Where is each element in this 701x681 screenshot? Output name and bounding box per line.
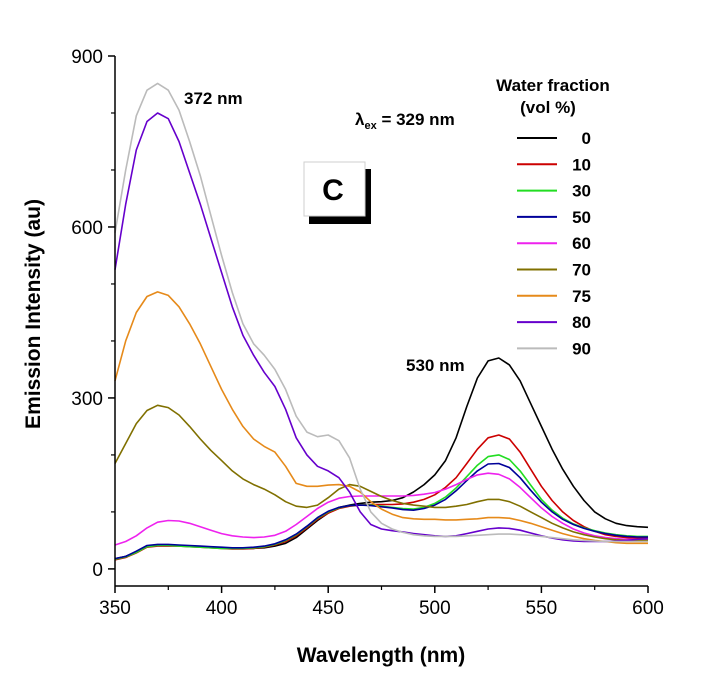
panel-label-box <box>303 161 366 217</box>
series-line-75 <box>114 291 648 545</box>
panel-label: C <box>303 161 371 224</box>
legend-title-line1: Water fraction <box>496 76 610 95</box>
x-tick-label: 450 <box>312 598 344 619</box>
excitation-symbol: λ <box>355 110 365 129</box>
excitation-subscript: ex <box>364 120 377 132</box>
x-tick-label: 500 <box>419 598 451 619</box>
series-line-80 <box>114 112 649 543</box>
legend-label-70: 70 <box>572 261 591 280</box>
y-tick-label: 900 <box>71 47 103 68</box>
series-line-50 <box>114 462 648 560</box>
legend-label-60: 60 <box>572 234 591 253</box>
legend-title-line2: (vol %) <box>520 98 576 117</box>
series-line-90 <box>114 82 648 543</box>
x-tick-label: 600 <box>632 598 664 619</box>
y-tick-label: 600 <box>71 218 103 239</box>
plot-area <box>114 82 649 561</box>
y-axis-title: Emission Intensity (au) <box>22 199 45 429</box>
excitation-value: = 329 nm <box>377 110 455 129</box>
y-tick-label: 300 <box>71 389 103 410</box>
legend-label-0: 0 <box>582 129 591 148</box>
series-line-70 <box>114 404 648 542</box>
legend-label-80: 80 <box>572 313 591 332</box>
legend: Water fraction (vol %) 0 10 30 50 60 70 75 80 90 <box>496 76 610 358</box>
y-tick-label: 0 <box>92 560 103 581</box>
excitation-annotation: λex = 329 nm <box>355 110 455 132</box>
peak-372-annotation: 372 nm <box>184 89 243 108</box>
legend-label-10: 10 <box>572 155 591 174</box>
legend-label-50: 50 <box>572 208 591 227</box>
x-tick-label: 350 <box>99 598 131 619</box>
legend-label-90: 90 <box>572 339 591 358</box>
legend-label-30: 30 <box>572 182 591 201</box>
panel-label-text: C <box>322 174 344 207</box>
axes <box>108 55 649 593</box>
x-axis-title: Wavelength (nm) <box>297 644 465 667</box>
peak-530-annotation: 530 nm <box>406 356 465 375</box>
legend-label-75: 75 <box>572 287 591 306</box>
x-tick-label: 400 <box>206 598 238 619</box>
x-tick-label: 550 <box>526 598 558 619</box>
